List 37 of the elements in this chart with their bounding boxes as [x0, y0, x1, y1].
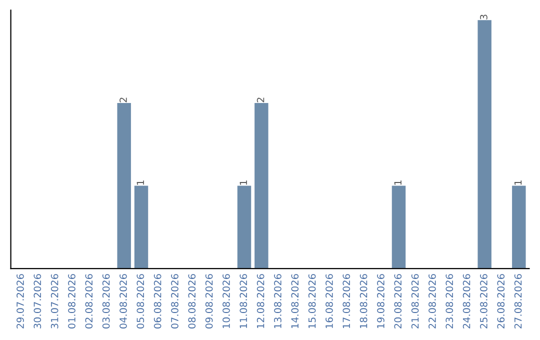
x-tick-label: 03.08.2026: [102, 274, 110, 328]
x-tick-label: 29.07.2026: [16, 274, 24, 328]
data-label: 1: [514, 180, 522, 185]
x-tick-label: 30.07.2026: [34, 274, 42, 328]
x-tick-label: 09.08.2026: [205, 274, 213, 328]
x-tick-label: 18.08.2026: [360, 274, 368, 328]
x-tick-label: 06.08.2026: [154, 274, 162, 328]
x-tick-label: 31.07.2026: [50, 274, 58, 328]
data-label: 1: [394, 180, 402, 185]
x-tick-label: 21.08.2026: [411, 274, 419, 328]
data-label: 1: [136, 180, 144, 185]
x-tick-label: 17.08.2026: [342, 274, 350, 328]
x-tick-label: 11.08.2026: [240, 274, 248, 328]
x-tick-label: 04.08.2026: [120, 274, 127, 328]
x-tick-label: 10.08.2026: [222, 274, 230, 328]
x-tick-label: 14.08.2026: [291, 274, 299, 328]
x-tick-label: 08.08.2026: [188, 274, 196, 328]
x-tick-label: 26.08.2026: [497, 274, 505, 328]
x-tick-label: 02.08.2026: [85, 274, 93, 328]
x-tick-label: 27.08.2026: [514, 274, 522, 328]
x-tick-label: 12.08.2026: [256, 274, 264, 328]
x-tick-label: 22.08.2026: [428, 274, 436, 328]
x-tick-label: 07.08.2026: [171, 274, 178, 328]
x-tick-label: 05.08.2026: [136, 274, 144, 328]
x-tick-label: 01.08.2026: [68, 274, 76, 328]
x-tick-label: 19.08.2026: [377, 274, 384, 328]
x-tick-label: 16.08.2026: [326, 274, 333, 328]
x-tick-label: 20.08.2026: [394, 274, 402, 328]
x-tick-label: 15.08.2026: [308, 274, 316, 328]
x-tick-label: 13.08.2026: [274, 274, 282, 328]
x-tick-label: 25.08.2026: [480, 274, 488, 328]
x-tick-label: 24.08.2026: [462, 274, 470, 328]
data-label: 1: [240, 180, 247, 185]
data-label: 2: [256, 98, 264, 102]
data-label: 2: [120, 98, 127, 102]
data-label: 3: [480, 14, 488, 20]
x-tick-label: 23.08.2026: [446, 274, 454, 328]
